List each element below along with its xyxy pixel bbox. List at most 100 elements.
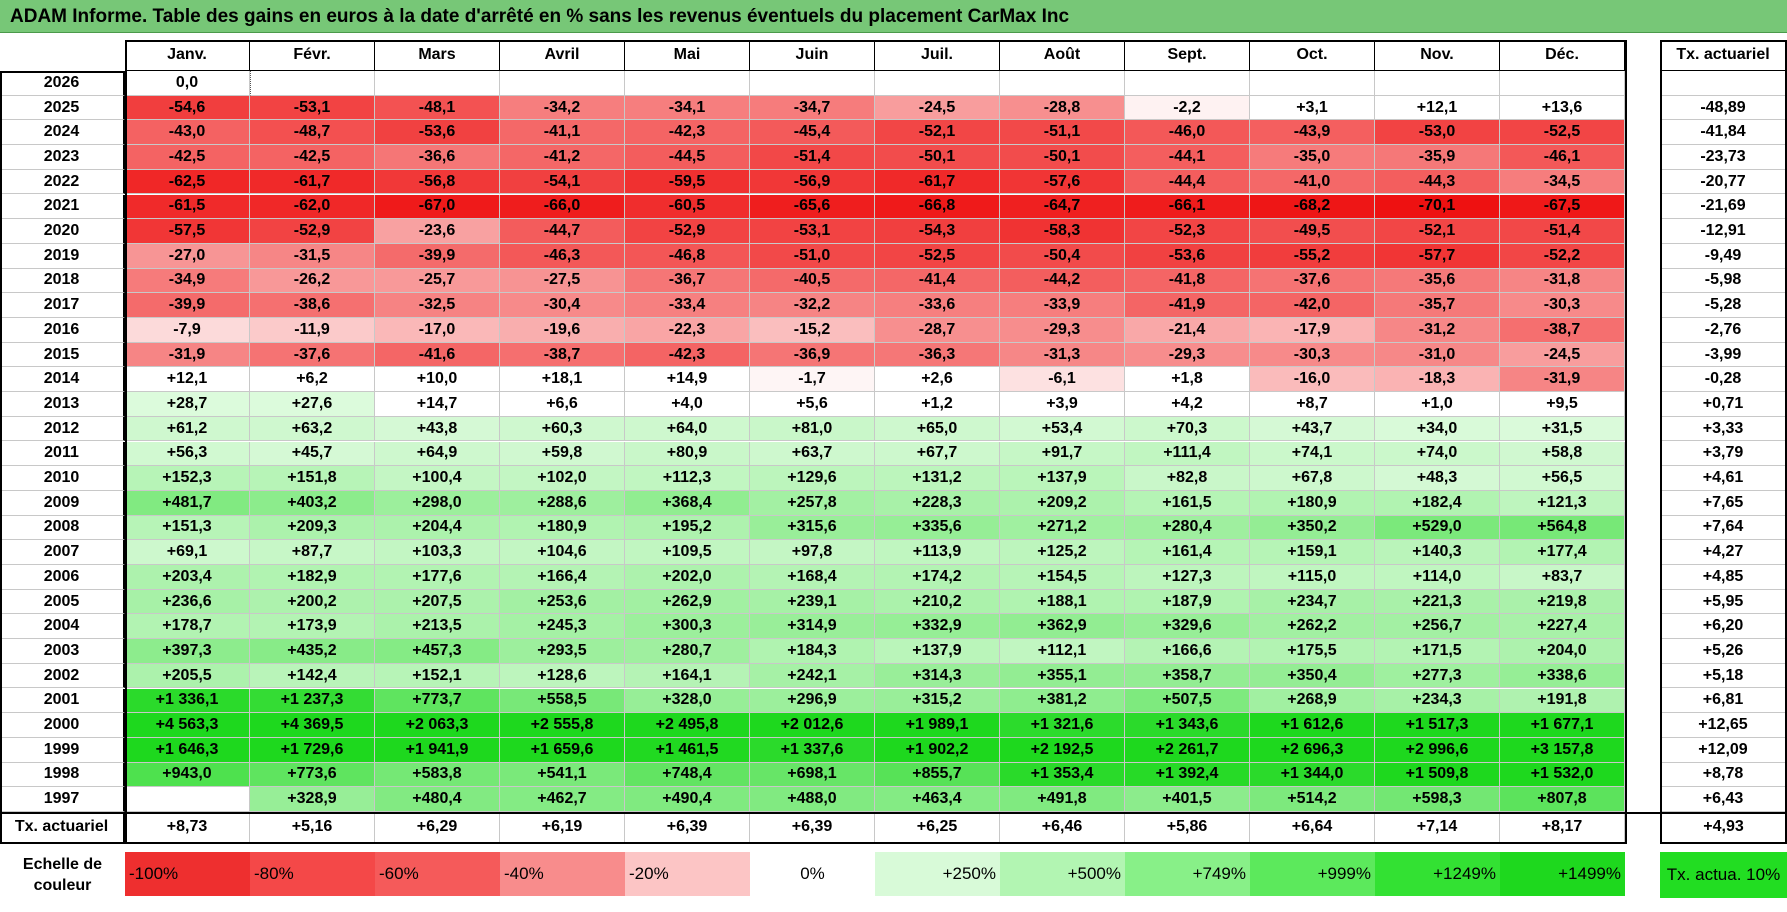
- year-label: 2009: [0, 490, 125, 516]
- table-cell: +262,9: [625, 589, 750, 615]
- table-cell: +45,7: [250, 441, 375, 467]
- table-cell: +507,5: [1125, 688, 1250, 714]
- table-cell: -43,9: [1250, 120, 1375, 146]
- table-cell: -42,5: [250, 145, 375, 170]
- table-cell: -45,4: [750, 120, 875, 146]
- table-cell: -42,5: [125, 145, 250, 170]
- table-cell: -38,6: [250, 293, 375, 318]
- table-cell: -31,9: [125, 342, 250, 368]
- footer-label: Tx. actuariel: [0, 812, 125, 842]
- table-cell: -64,7: [1000, 194, 1125, 220]
- table-cell: -67,5: [1500, 194, 1625, 220]
- table-cell: +855,7: [875, 762, 1000, 788]
- table-cell: -40,5: [750, 268, 875, 294]
- month-header: Juin: [750, 40, 875, 71]
- table-cell: -31,8: [1500, 268, 1625, 294]
- table-cell: +3 157,8: [1500, 737, 1625, 763]
- table-cell: +166,6: [1125, 639, 1250, 664]
- table-cell: -31,9: [1500, 367, 1625, 393]
- table-cell: -44,7: [500, 219, 625, 244]
- table-cell: +67,8: [1250, 466, 1375, 491]
- table-cell: +83,7: [1500, 565, 1625, 590]
- table-cell: +227,4: [1500, 614, 1625, 640]
- table-cell: +91,7: [1000, 441, 1125, 467]
- table-cell: +31,5: [1500, 416, 1625, 442]
- table-cell: +53,4: [1000, 416, 1125, 442]
- table-cell: -46,3: [500, 243, 625, 269]
- table-cell: -52,5: [1500, 120, 1625, 146]
- table-cell: +293,5: [500, 639, 625, 664]
- table-cell: -62,5: [125, 169, 250, 195]
- table-cell: +253,6: [500, 589, 625, 615]
- footer-rate-cell: +6,25: [875, 812, 1000, 842]
- table-cell: -42,0: [1250, 293, 1375, 318]
- table-cell: +125,2: [1000, 540, 1125, 565]
- table-cell: +583,8: [375, 762, 500, 788]
- color-scale-step: +999%: [1250, 852, 1375, 896]
- rate-cell: -12,91: [1660, 219, 1787, 244]
- table-cell: +1 646,3: [125, 737, 250, 763]
- table-cell: +87,7: [250, 540, 375, 565]
- table-cell: +100,4: [375, 466, 500, 491]
- table-cell: +127,3: [1125, 565, 1250, 590]
- rate-cell: +7,64: [1660, 515, 1787, 541]
- table-cell: +137,9: [1000, 466, 1125, 491]
- table-cell: -61,5: [125, 194, 250, 220]
- table-cell: +59,8: [500, 441, 625, 467]
- rate-cell: -20,77: [1660, 169, 1787, 195]
- table-cell: +350,4: [1250, 663, 1375, 689]
- table-cell: +58,8: [1500, 441, 1625, 467]
- table-cell: +4 563,3: [125, 713, 250, 738]
- rate-column-header: Tx. actuariel: [1660, 40, 1787, 71]
- footer-rate-cell: +6,39: [625, 812, 750, 842]
- footer-rate-cell: +7,14: [1375, 812, 1500, 842]
- year-label: 2000: [0, 713, 125, 738]
- table-cell: -35,6: [1375, 268, 1500, 294]
- table-cell: +748,4: [625, 762, 750, 788]
- year-label: 2008: [0, 515, 125, 541]
- table-cell: +5,6: [750, 392, 875, 417]
- table-cell: +277,3: [1375, 663, 1500, 689]
- rate-cell: +7,65: [1660, 490, 1787, 516]
- table-cell: -41,6: [375, 342, 500, 368]
- table-cell: [1000, 71, 1125, 96]
- year-label: 2026: [0, 71, 125, 96]
- table-cell: +558,5: [500, 688, 625, 714]
- table-cell: +111,4: [1125, 441, 1250, 467]
- table-cell: +174,2: [875, 565, 1000, 590]
- table-cell: +177,4: [1500, 540, 1625, 565]
- table-cell: -48,1: [375, 95, 500, 121]
- table-cell: +2 996,6: [1375, 737, 1500, 763]
- table-cell: -53,6: [1125, 243, 1250, 269]
- table-cell: -51,4: [750, 145, 875, 170]
- table-cell: +462,7: [500, 787, 625, 812]
- table-cell: -53,0: [1375, 120, 1500, 146]
- table-cell: -54,1: [500, 169, 625, 195]
- table-cell: +180,9: [500, 515, 625, 541]
- table-cell: -36,7: [625, 268, 750, 294]
- table-cell: +28,7: [125, 392, 250, 417]
- table-cell: -53,6: [375, 120, 500, 146]
- table-cell: [375, 71, 500, 96]
- table-cell: -44,4: [1125, 169, 1250, 195]
- table-cell: +698,1: [750, 762, 875, 788]
- rate-cell: +4,85: [1660, 565, 1787, 590]
- table-cell: -52,9: [250, 219, 375, 244]
- table-cell: +1 337,6: [750, 737, 875, 763]
- table-cell: +943,0: [125, 762, 250, 788]
- footer-overall-rate: +4,93: [1660, 812, 1787, 842]
- table-cell: -50,1: [875, 145, 1000, 170]
- table-cell: +203,4: [125, 565, 250, 590]
- table-cell: +151,3: [125, 515, 250, 541]
- year-label: 2004: [0, 614, 125, 640]
- table-cell: +328,0: [625, 688, 750, 714]
- table-cell: -35,7: [1375, 293, 1500, 318]
- table-cell: +184,3: [750, 639, 875, 664]
- table-cell: +480,4: [375, 787, 500, 812]
- rate-cell: +6,43: [1660, 787, 1787, 812]
- color-scale-step: +749%: [1125, 852, 1250, 896]
- rate-cell: +3,79: [1660, 441, 1787, 467]
- table-cell: +2 063,3: [375, 713, 500, 738]
- table-cell: +807,8: [1500, 787, 1625, 812]
- table-cell: +1 532,0: [1500, 762, 1625, 788]
